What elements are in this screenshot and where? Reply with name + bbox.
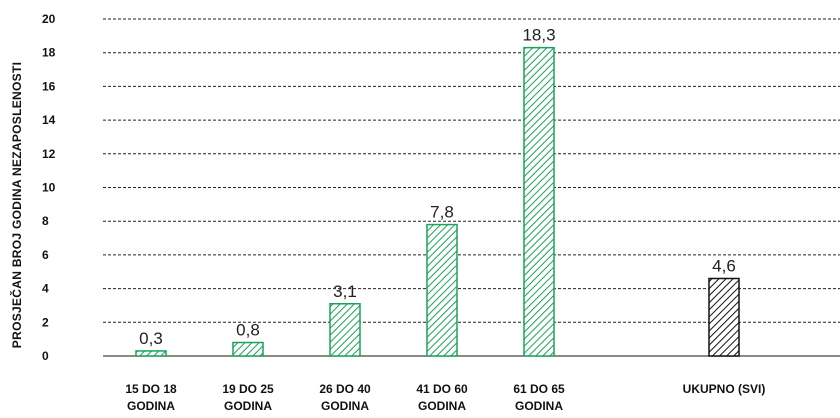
x-category-label: GODINA <box>321 399 369 413</box>
y-tick-label: 2 <box>42 315 49 329</box>
x-category-label: UKUPNO (SVI) <box>683 382 766 396</box>
x-category-label: GODINA <box>418 399 466 413</box>
bar <box>232 341 264 357</box>
x-category-label: 15 DO 18 <box>125 382 177 396</box>
x-category-label: 41 DO 60 <box>416 382 468 396</box>
x-axis-categories: 15 DO 18 GODINA 19 DO 25 GODINA 26 DO 40 GODI… <box>125 382 765 413</box>
x-category-label: GODINA <box>127 399 175 413</box>
y-tick-label: 18 <box>42 46 56 60</box>
value-labels: 0,3 0,8 3,1 7,8 18,3 4,6 <box>139 26 736 348</box>
y-axis-title: PROSJEČAN BROJ GODINA NEZAPOSLENOSTI <box>9 62 24 348</box>
bars <box>135 46 740 357</box>
bar <box>708 277 740 357</box>
bar-value-label: 4,6 <box>712 256 736 275</box>
bar-value-label: 7,8 <box>430 203 454 222</box>
y-tick-label: 10 <box>42 181 56 195</box>
bar <box>426 223 458 357</box>
y-tick-label: 0 <box>42 349 49 363</box>
bar <box>329 303 361 357</box>
y-tick-label: 4 <box>42 282 49 296</box>
bar <box>135 350 167 357</box>
x-category-label: GODINA <box>515 399 563 413</box>
y-tick-label: 6 <box>42 248 49 262</box>
bar-value-label: 18,3 <box>522 26 555 45</box>
x-category-label: 61 DO 65 <box>513 382 565 396</box>
x-category-label: 19 DO 25 <box>222 382 274 396</box>
y-tick-label: 8 <box>42 214 49 228</box>
y-axis-ticks: 0 2 4 6 8 10 12 14 16 18 20 <box>42 12 56 363</box>
y-tick-label: 12 <box>42 147 56 161</box>
bar <box>523 46 555 357</box>
x-category-label: GODINA <box>224 399 272 413</box>
y-tick-label: 14 <box>42 113 56 127</box>
y-tick-label: 16 <box>42 79 56 93</box>
x-category-label: 26 DO 40 <box>319 382 371 396</box>
bar-value-label: 0,3 <box>139 329 163 348</box>
bar-value-label: 0,8 <box>236 321 260 340</box>
y-tick-label: 20 <box>42 12 56 26</box>
bar-value-label: 3,1 <box>333 282 357 301</box>
